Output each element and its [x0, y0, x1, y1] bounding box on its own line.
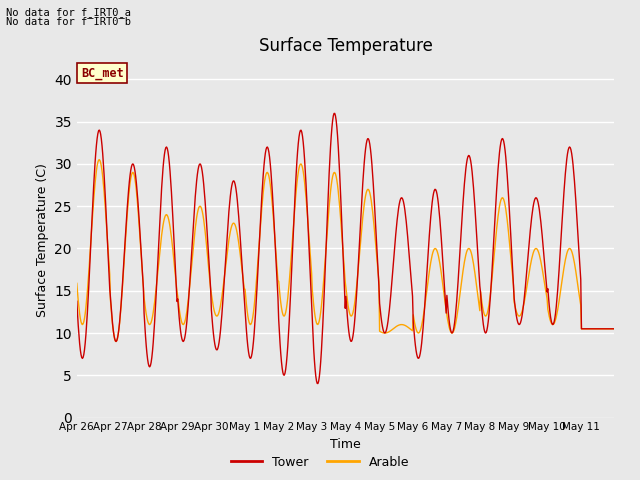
Title: Surface Temperature: Surface Temperature [259, 37, 433, 55]
Text: BC_met: BC_met [81, 67, 124, 80]
Text: No data for f_IRT0_a: No data for f_IRT0_a [6, 7, 131, 18]
X-axis label: Time: Time [330, 438, 361, 451]
Text: No data for f¯IRT0¯b: No data for f¯IRT0¯b [6, 17, 131, 27]
Legend: Tower, Arable: Tower, Arable [226, 451, 414, 474]
Y-axis label: Surface Temperature (C): Surface Temperature (C) [36, 163, 49, 317]
